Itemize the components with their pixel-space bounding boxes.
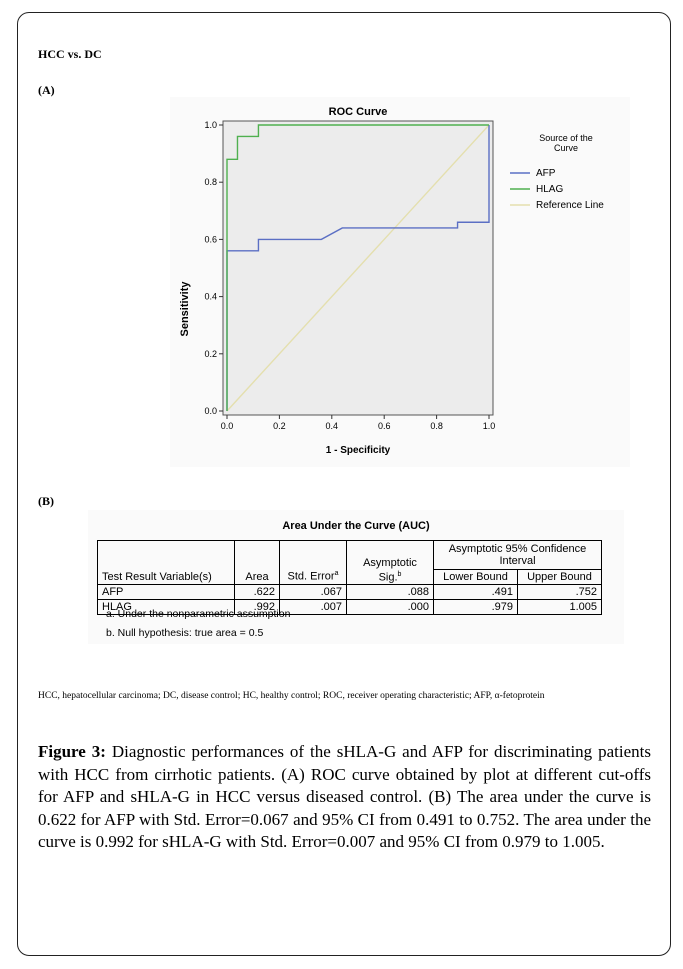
table-row: HLAG .992 .007 .000 .979 1.005 <box>97 599 602 615</box>
auc-table-title: Area Under the Curve (AUC) <box>282 520 430 532</box>
y-tick-label: 0.0 <box>204 406 217 416</box>
series-line-hlag <box>226 124 489 411</box>
header-area: Area <box>234 540 280 585</box>
chart-legend: Source of the Curve AFP HLAG Reference Line <box>510 133 604 211</box>
legend-label: AFP <box>536 168 556 179</box>
x-tick-label: 0.4 <box>326 421 339 431</box>
y-tick-label: 0.4 <box>204 292 217 302</box>
auc-table: Test Result Variable(s) Area Std. Errora… <box>97 540 602 615</box>
header-std-error: Std. Errora <box>279 540 347 585</box>
header-upper: Upper Bound <box>517 569 602 585</box>
abbreviations-note: HCC, hepatocellular carcinoma; DC, disea… <box>38 691 545 701</box>
series-line-afp <box>226 125 490 411</box>
header-sig: Asymptotic Sig.b <box>346 540 434 585</box>
row-upper: .752 <box>517 584 602 600</box>
chart-title: ROC Curve <box>329 106 388 118</box>
y-tick-label: 1.0 <box>204 120 217 130</box>
x-tick-label: 0.2 <box>273 421 286 431</box>
legend-label: HLAG <box>536 184 563 195</box>
series-line-reference-line <box>226 124 490 412</box>
legend-label: Reference Line <box>536 200 604 211</box>
y-tick-label: 0.2 <box>204 349 217 359</box>
caption-label: Figure 3: <box>38 742 106 761</box>
header-lower: Lower Bound <box>433 569 518 585</box>
panel-b-label: (B) <box>38 494 54 508</box>
row-std-error: .067 <box>279 584 347 600</box>
header-ci-group: Asymptotic 95% Confidence Interval <box>433 540 602 570</box>
panel-a-label: (A) <box>38 83 55 97</box>
row-std-error: .007 <box>279 599 347 615</box>
row-sig: .000 <box>346 599 434 615</box>
caption-text: Diagnostic performances of the sHLA-G an… <box>38 742 651 851</box>
table-row: AFP .622 .067 .088 .491 .752 <box>97 584 602 600</box>
roc-chart: ROC Curve 0.0 0.2 0.4 0.6 0.8 1.0 0.0 0.2 0.4 0.6… <box>179 106 604 456</box>
row-area: .622 <box>234 584 280 600</box>
row-variable: HLAG <box>97 599 235 615</box>
legend-title: Source of the Curve <box>539 133 593 153</box>
x-tick-label: 1.0 <box>483 421 496 431</box>
main-heading: HCC vs. DC <box>38 47 102 61</box>
row-upper: 1.005 <box>517 599 602 615</box>
row-lower: .979 <box>433 599 518 615</box>
y-tick-label: 0.8 <box>204 177 217 187</box>
y-axis-label: Sensitivity <box>179 281 191 337</box>
figure-caption: Figure 3: Diagnostic performances of the… <box>38 741 651 854</box>
x-axis-label: 1 - Specificity <box>326 445 391 456</box>
table-note-b: b. Null hypothesis: true area = 0.5 <box>106 627 264 639</box>
header-variable: Test Result Variable(s) <box>97 540 235 585</box>
auc-table-panel: Area Under the Curve (AUC) Test Result V… <box>88 510 624 644</box>
x-tick-label: 0.8 <box>430 421 443 431</box>
table-note-a: a. Under the nonparametric assumption <box>106 608 291 620</box>
y-tick-label: 0.6 <box>204 234 217 244</box>
x-tick-label: 0.0 <box>221 421 234 431</box>
row-variable: AFP <box>97 584 235 600</box>
x-tick-label: 0.6 <box>378 421 391 431</box>
row-lower: .491 <box>433 584 518 600</box>
figure-frame <box>17 12 671 956</box>
roc-chart-panel: ROC Curve 0.0 0.2 0.4 0.6 0.8 1.0 0.0 0.2 0.4 0.6… <box>170 97 630 467</box>
row-sig: .088 <box>346 584 434 600</box>
